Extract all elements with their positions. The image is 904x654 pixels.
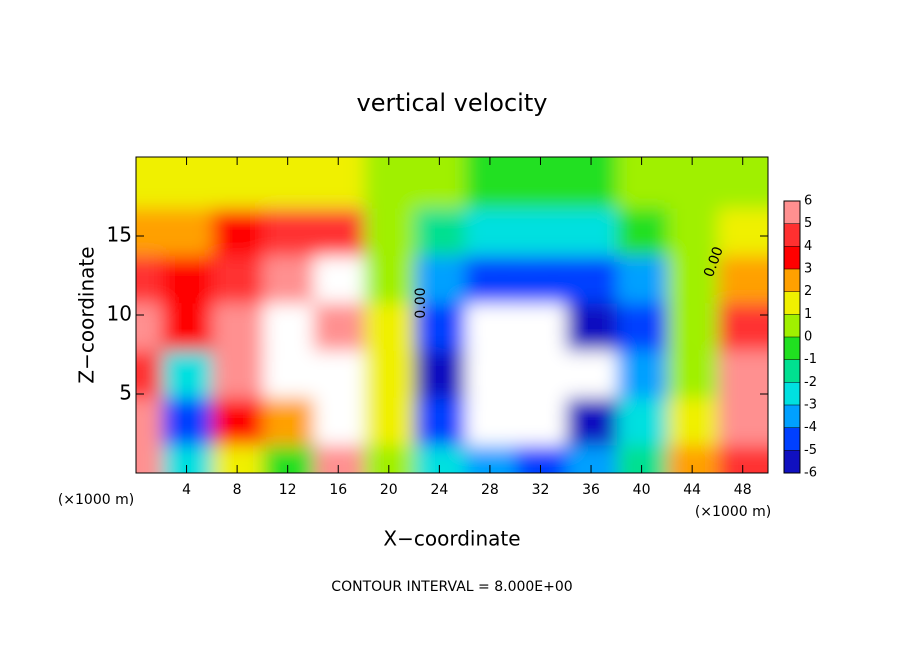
colorbar-band — [784, 337, 800, 360]
colorbar-label: -2 — [804, 375, 817, 390]
colorbar: 6 5 4 3 2 1 0 -1 -2 -3 -4 -5 -6 — [783, 194, 817, 481]
y-tick-label: 15 — [107, 223, 132, 247]
x-tick-label: 24 — [430, 482, 448, 498]
chart-title: vertical velocity — [357, 89, 548, 117]
x-tick-label: 36 — [582, 482, 600, 498]
y-tick-label: 10 — [107, 302, 132, 326]
cell — [718, 157, 768, 209]
colorbar-band — [784, 405, 800, 428]
colorbar-label: 3 — [804, 262, 812, 277]
colorbar-band — [784, 359, 800, 383]
colorbar-band — [784, 382, 800, 405]
x-tick-label: 12 — [279, 482, 297, 498]
colorbar-label: 2 — [804, 284, 812, 299]
y-axis-label: Z−coordinate — [75, 246, 99, 383]
x-unit: (×1000 m) — [695, 504, 771, 520]
x-tick-label: 8 — [233, 482, 242, 498]
cells — [136, 157, 768, 473]
x-tick-label: 48 — [734, 482, 752, 498]
x-tick-label: 16 — [329, 482, 347, 498]
footer: CONTOUR INTERVAL = 8.000E+00 — [331, 579, 572, 595]
colorbar-label: 4 — [804, 239, 812, 254]
x-tick-label: 40 — [633, 482, 651, 498]
x-axis-label: X−coordinate — [383, 527, 520, 551]
colorbar-label: -6 — [804, 466, 817, 481]
field — [136, 157, 768, 473]
x-tick-label: 20 — [380, 482, 398, 498]
colorbar-band — [784, 246, 800, 269]
colorbar-band — [784, 427, 800, 451]
colorbar-label: 6 — [804, 194, 812, 209]
x-unit: (×1000 m) — [58, 492, 134, 508]
colorbar-label: 1 — [804, 307, 812, 322]
colorbar-label: -1 — [804, 352, 817, 367]
colorbar-label: 0 — [804, 330, 812, 345]
colorbar-band — [784, 223, 800, 247]
x-tick-label: 4 — [182, 482, 191, 498]
contour-label: 0.00 — [413, 287, 429, 318]
colorbar-band — [784, 450, 800, 473]
x-tick-label: 28 — [481, 482, 499, 498]
colorbar-band — [784, 291, 800, 315]
colorbar-label: -4 — [804, 420, 817, 435]
x-tick-label: 44 — [683, 482, 701, 498]
colorbar-label: -5 — [804, 443, 817, 458]
colorbar-band — [784, 201, 800, 224]
colorbar-label: -3 — [804, 398, 817, 413]
colorbar-band — [784, 314, 800, 337]
colorbar-label: 5 — [804, 216, 812, 231]
x-tick-label: 32 — [532, 482, 550, 498]
y-tick-label: 5 — [119, 381, 132, 405]
colorbar-band — [784, 269, 800, 292]
